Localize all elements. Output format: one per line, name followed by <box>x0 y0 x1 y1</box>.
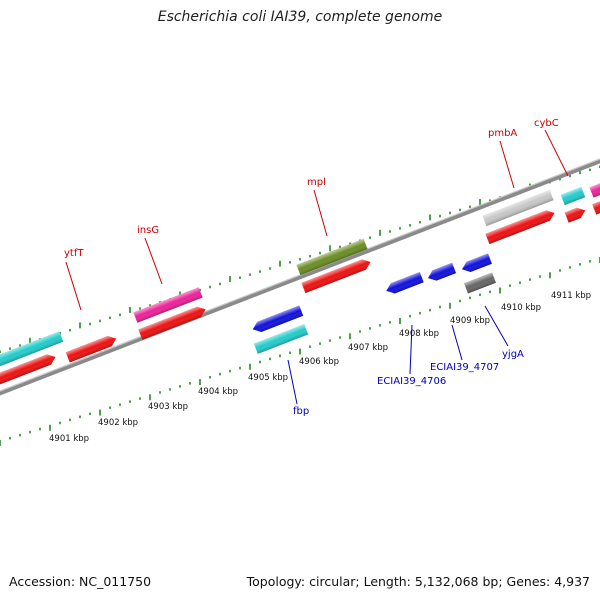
feature-cds-1 <box>0 354 56 389</box>
feature-cds-2 <box>65 335 117 363</box>
leader-yjgA <box>484 305 509 347</box>
scale-label: 4908 kbp <box>399 329 439 339</box>
feature-rev-yjgA <box>462 253 492 273</box>
feature-pmbA-box <box>482 189 554 227</box>
leader-ECIAI39_4707 <box>451 324 463 361</box>
feature-rev-4707 <box>427 262 457 281</box>
feature-pmbA-box-shade <box>482 189 554 227</box>
scale-label: 4902 kbp <box>98 418 138 428</box>
feature-insG-box <box>133 287 203 323</box>
leader-ECIAI39_4706 <box>409 324 413 375</box>
gene-label-yjgA: yjgA <box>502 349 524 360</box>
feature-cds-2-shade <box>65 335 117 363</box>
map-title: Escherichia coli IAI39, complete genome <box>157 9 443 25</box>
gene-labels: ytfT insG mpl pmbA cybC fbp ECIAI39_4706 ECIAI3… <box>64 118 559 417</box>
gene-label-insG: insG <box>137 225 159 236</box>
feature-insG-box-shade <box>133 287 203 323</box>
feature-rev-fbp <box>252 305 304 333</box>
feature-cyan-left <box>0 331 64 371</box>
feature-rev-cyan <box>253 324 309 354</box>
feature-cyan-right <box>560 186 586 206</box>
scale-label: 4907 kbp <box>348 343 388 353</box>
genome-summary: Topology: circular; Length: 5,132,068 bp… <box>246 574 590 589</box>
scale-label: 4911 kbp <box>551 291 591 301</box>
feature-cds-pmbA <box>485 210 555 245</box>
feature-edge-red <box>592 201 600 215</box>
feature-rev-yjgA-shade <box>462 253 492 273</box>
backbone-highlight <box>0 158 600 392</box>
leader-insG <box>144 237 163 285</box>
accession-label: Accession: NC_011750 <box>9 574 152 589</box>
feature-cds-cybC-shade <box>564 207 586 223</box>
reverse-scale-ticks <box>0 257 600 446</box>
gene-label-fbp: fbp <box>293 406 309 417</box>
leader-cybC <box>544 129 569 177</box>
feature-rev-fbp-shade <box>252 305 304 333</box>
feature-cds-cybC <box>564 207 586 223</box>
feature-rev-cyan-shade <box>253 324 309 354</box>
feature-mpl-box-shade <box>296 238 368 276</box>
feature-cds-1-shade <box>0 354 56 389</box>
feature-rev-4707-shade <box>427 262 457 281</box>
scale-label: 4909 kbp <box>450 316 490 326</box>
leader-pmbA <box>499 140 515 189</box>
scale-label: 4910 kbp <box>501 303 541 313</box>
scale-label: 4904 kbp <box>198 387 238 397</box>
gene-features <box>0 182 600 389</box>
scale-label: 4901 kbp <box>49 434 89 444</box>
feature-cds-mpl-shade <box>301 259 371 294</box>
feature-edge-pink-shade <box>589 182 600 198</box>
feature-cds-pmbA-shade <box>485 210 555 245</box>
scale-label: 4903 kbp <box>148 402 188 412</box>
gene-label-ECIAI39_4707: ECIAI39_4707 <box>430 362 499 373</box>
leader-ytfT <box>65 261 82 311</box>
scale-label: 4906 kbp <box>299 357 339 367</box>
gene-label-mpl: mpl <box>307 177 326 188</box>
gene-label-ECIAI39_4706: ECIAI39_4706 <box>377 376 446 387</box>
gene-label-pmbA: pmbA <box>488 128 517 139</box>
feature-cyan-right-shade <box>560 186 586 206</box>
label-leader-lines <box>65 129 569 405</box>
feature-rev-gray <box>464 272 496 294</box>
feature-edge-pink <box>589 182 600 198</box>
gene-label-ytfT: ytfT <box>64 248 84 259</box>
feature-cyan-left-shade <box>0 331 64 371</box>
feature-edge-red-shade <box>592 201 600 215</box>
feature-rev-4706 <box>386 271 424 294</box>
feature-cds-mpl <box>301 259 371 294</box>
kbp-scale-labels: 4901 kbp 4902 kbp 4903 kbp 4904 kbp 4905 kbp… <box>49 291 591 444</box>
backbone-line <box>0 158 600 396</box>
feature-cds-insG <box>138 306 206 340</box>
leader-mpl <box>313 189 328 237</box>
gene-label-cybC: cybC <box>534 118 559 129</box>
feature-mpl-box <box>296 238 368 276</box>
feature-rev-gray-shade <box>464 272 496 294</box>
genome-backbone <box>0 158 600 396</box>
feature-cds-insG-shade <box>138 306 206 340</box>
scale-label: 4905 kbp <box>248 373 288 383</box>
feature-rev-4706-shade <box>386 271 424 294</box>
leader-fbp <box>287 359 298 405</box>
